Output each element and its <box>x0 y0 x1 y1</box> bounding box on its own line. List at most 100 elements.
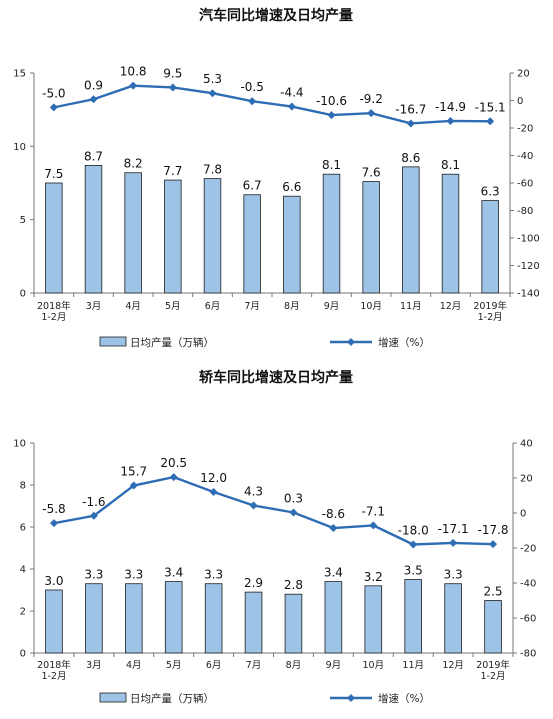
bar-data-label: 6.7 <box>243 179 262 193</box>
line-point <box>49 519 58 528</box>
x-tick-label: 10月 <box>362 660 384 671</box>
line-point <box>409 540 418 549</box>
x-tick-label: 7月 <box>244 301 260 312</box>
bar <box>444 583 462 654</box>
right-tick-label: -40 <box>520 579 536 590</box>
line-data-label: -17.1 <box>438 522 469 536</box>
bar <box>243 194 261 294</box>
sedan-production-chart: 轿车同比增速及日均产量 0 2 4 6 8 10 40 20 0 -20 -40 -60 -80 2018年… <box>0 362 553 719</box>
x-tick-label: 5月 <box>166 660 182 671</box>
legend: 日均产量（万辆） 增速（%） <box>99 336 430 349</box>
left-tick-label: 6 <box>20 523 26 534</box>
x-tick-label: 6月 <box>206 660 222 671</box>
x-tick-label: 9月 <box>324 301 340 312</box>
x-tick-label: 2019年 <box>476 659 510 671</box>
bar-data-label: 8.2 <box>124 157 143 171</box>
bar-data-label: 8.7 <box>84 149 103 163</box>
left-tick-label: 8 <box>20 481 26 492</box>
bar <box>45 182 63 294</box>
line-point <box>89 511 98 520</box>
bar <box>362 181 380 294</box>
right-tick-label: -140 <box>517 289 540 300</box>
line-data-label: 9.5 <box>163 66 182 80</box>
line-data-label: -14.9 <box>435 100 466 114</box>
bar-data-label: 3.2 <box>364 570 383 584</box>
bar-data-label: 2.9 <box>244 576 263 590</box>
bar-data-label: 3.4 <box>164 566 183 580</box>
line-point <box>169 473 178 482</box>
line-data-label: 15.7 <box>120 465 147 479</box>
right-tick-label: 20 <box>517 69 530 80</box>
bar-data-label: 3.3 <box>204 568 223 582</box>
line-data-label: 0.9 <box>84 78 103 92</box>
bar-data-label: 7.6 <box>362 166 381 180</box>
bar-data-label: 7.8 <box>203 163 222 177</box>
line-point <box>89 95 98 104</box>
chart-title: 汽车同比增速及日均产量 <box>199 7 353 24</box>
bar-data-label: 3.0 <box>44 574 63 588</box>
x-tick-label: 2018年 <box>37 659 71 671</box>
line-point <box>369 521 378 530</box>
legend-bar-swatch <box>99 336 127 347</box>
legend-line-marker <box>347 338 355 346</box>
line-point <box>486 117 495 126</box>
line-data-label: -8.6 <box>322 507 345 521</box>
line-point <box>209 488 218 496</box>
left-tick-label: 10 <box>13 142 26 153</box>
bar <box>441 173 460 294</box>
legend-line-marker <box>347 694 355 702</box>
line-point <box>287 102 296 111</box>
right-tick-label: -80 <box>517 206 533 217</box>
line-point <box>406 119 415 128</box>
x-tick-label: 2019年 <box>473 300 507 312</box>
bar-data-label: 3.3 <box>444 568 463 582</box>
x-tick-label: 11月 <box>402 660 424 671</box>
bar-data-label: 8.6 <box>401 151 420 165</box>
line-data-label: -16.7 <box>395 102 426 116</box>
bar-data-label: 3.4 <box>324 566 343 580</box>
right-tick-label: -20 <box>517 124 533 135</box>
bar-data-label: 8.1 <box>322 158 341 172</box>
legend-bar-swatch <box>99 692 127 703</box>
bar <box>125 583 143 654</box>
line-data-label: 4.3 <box>244 484 263 498</box>
left-tick-label: 0 <box>20 289 26 300</box>
x-tick-label: 3月 <box>86 301 102 312</box>
line-point <box>208 89 217 98</box>
legend-bar-label: 日均产量（万辆） <box>130 336 214 349</box>
line-data-label: 10.8 <box>120 65 147 79</box>
bar-data-label: 3.5 <box>404 564 423 578</box>
x-tick-label: 8月 <box>286 660 302 671</box>
line-data-label: -5.0 <box>42 86 65 100</box>
bar <box>322 173 341 294</box>
x-tick-label: 5月 <box>165 301 181 312</box>
line-point <box>248 97 257 106</box>
left-tick-label: 2 <box>20 607 26 618</box>
left-tick-label: 4 <box>20 565 26 576</box>
bar <box>85 583 103 654</box>
x-tick-label: 1-2月 <box>478 312 503 323</box>
line-data-label: 5.3 <box>203 72 222 86</box>
line-data-label: -4.4 <box>280 86 303 100</box>
x-tick-label: 12月 <box>442 660 464 671</box>
bar <box>481 200 499 294</box>
bar-data-label: 8.1 <box>441 158 460 172</box>
bar <box>204 583 223 654</box>
car-production-chart: 汽车同比增速及日均产量 0 5 10 15 20 0 -20 -40 -60 -80 -100 -120… <box>13 7 540 349</box>
legend-line-label: 增速（%） <box>378 692 430 705</box>
bar <box>283 195 301 294</box>
line-data-label: -0.5 <box>240 80 263 94</box>
car-chart-svg: 汽车同比增速及日均产量 0 5 10 15 20 0 -20 -40 -60 -80 -100 -120… <box>13 7 540 349</box>
bar <box>84 164 103 294</box>
line-point <box>329 524 338 533</box>
bar <box>402 166 420 294</box>
right-tick-label: -80 <box>520 649 536 660</box>
bar-data-label: 6.6 <box>282 180 301 194</box>
x-tick-label: 4月 <box>126 660 142 671</box>
bar <box>284 593 303 654</box>
left-tick-label: 5 <box>20 215 26 226</box>
line-data-label: -17.8 <box>478 523 509 537</box>
x-tick-label: 3月 <box>86 660 102 671</box>
bar <box>324 581 343 654</box>
x-tick-label: 10月 <box>360 301 382 312</box>
